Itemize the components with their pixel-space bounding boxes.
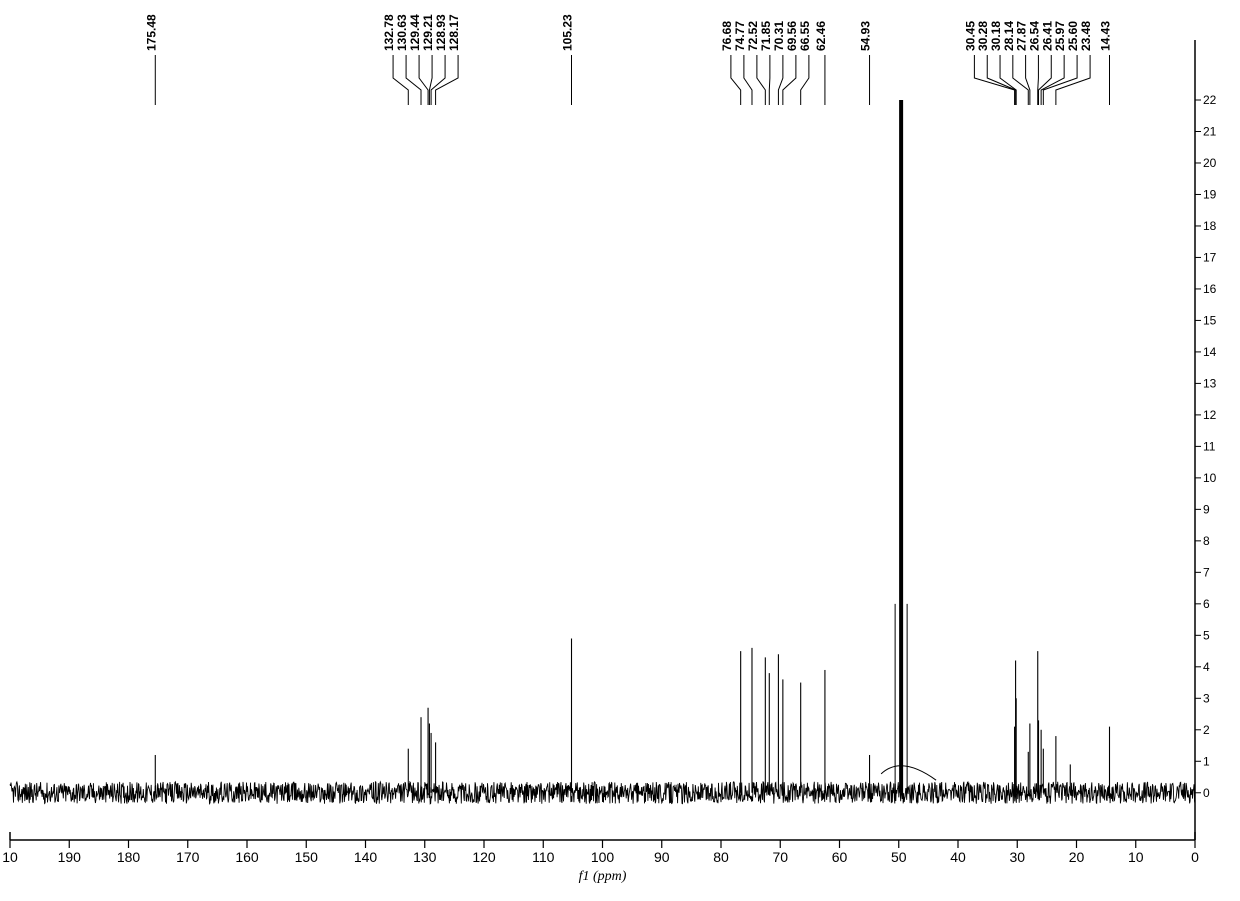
peak-connector xyxy=(769,55,770,105)
peak-label: 26.41 xyxy=(1040,21,1054,51)
y-tick-label: 15 xyxy=(1203,313,1217,327)
peak-label: 25.60 xyxy=(1066,21,1080,51)
peak-label: 128.17 xyxy=(447,14,461,51)
x-tick-label: 10 xyxy=(2,849,18,865)
peak-connector xyxy=(731,55,741,105)
x-tick-label: 130 xyxy=(413,849,437,865)
x-tick-label: 0 xyxy=(1191,849,1199,865)
y-tick-label: 8 xyxy=(1203,534,1210,548)
y-tick-label: 18 xyxy=(1203,219,1217,233)
x-tick-label: 170 xyxy=(176,849,200,865)
peak-connector xyxy=(757,55,765,105)
y-tick-label: 1 xyxy=(1203,754,1210,768)
x-tick-label: 60 xyxy=(832,849,848,865)
peak-connector xyxy=(974,55,1014,105)
baseline-noise xyxy=(10,782,1195,804)
y-tick-label: 6 xyxy=(1203,597,1210,611)
peak-connector xyxy=(1039,55,1052,105)
x-tick-label: 70 xyxy=(772,849,788,865)
y-tick-label: 22 xyxy=(1203,93,1217,107)
y-tick-label: 12 xyxy=(1203,408,1217,422)
x-tick-label: 80 xyxy=(713,849,729,865)
peak-connector xyxy=(778,55,782,105)
x-tick-label: 120 xyxy=(472,849,496,865)
x-tick-label: 190 xyxy=(58,849,82,865)
peak-label: 132.78 xyxy=(382,14,396,51)
peak-label: 71.85 xyxy=(759,21,773,51)
y-tick-label: 2 xyxy=(1203,723,1210,737)
y-tick-label: 20 xyxy=(1203,156,1217,170)
peak-label: 129.21 xyxy=(421,14,435,51)
peak-connector xyxy=(1026,55,1030,105)
x-tick-label: 180 xyxy=(117,849,141,865)
peak-label: 25.97 xyxy=(1053,21,1067,51)
peak-label: 74.77 xyxy=(733,21,747,51)
peak-connector xyxy=(1041,55,1064,105)
y-tick-label: 17 xyxy=(1203,250,1217,264)
peak-label: 128.93 xyxy=(434,14,448,51)
y-tick-label: 3 xyxy=(1203,691,1210,705)
peak-label: 14.43 xyxy=(1099,21,1113,51)
y-tick-label: 9 xyxy=(1203,502,1210,516)
x-tick-label: 20 xyxy=(1069,849,1085,865)
y-tick-label: 5 xyxy=(1203,628,1210,642)
peak-label: 76.68 xyxy=(720,21,734,51)
peak-label: 69.56 xyxy=(785,21,799,51)
x-axis-title: f1 (ppm) xyxy=(579,869,627,884)
y-tick-label: 0 xyxy=(1203,786,1210,800)
x-tick-label: 90 xyxy=(654,849,670,865)
peak-connector xyxy=(783,55,796,105)
peak-label: 70.31 xyxy=(772,21,786,51)
nmr-spectrum-chart: 1019018017016015014013012011010090807060… xyxy=(0,0,1240,901)
x-tick-label: 10 xyxy=(1128,849,1144,865)
y-tick-label: 19 xyxy=(1203,187,1217,201)
y-tick-label: 21 xyxy=(1203,124,1217,138)
x-tick-label: 160 xyxy=(235,849,259,865)
peak-connector xyxy=(801,55,809,105)
x-tick-label: 150 xyxy=(295,849,319,865)
y-tick-label: 4 xyxy=(1203,660,1210,674)
x-tick-label: 110 xyxy=(532,849,555,865)
peak-label: 23.48 xyxy=(1079,21,1093,51)
peak-label: 175.48 xyxy=(144,14,158,51)
peak-connector xyxy=(987,55,1015,105)
peak-label: 54.93 xyxy=(859,21,873,51)
y-tick-label: 11 xyxy=(1203,439,1216,453)
y-tick-label: 16 xyxy=(1203,282,1217,296)
peak-label: 72.52 xyxy=(746,21,760,51)
y-tick-label: 14 xyxy=(1203,345,1217,359)
y-tick-label: 7 xyxy=(1203,565,1210,579)
peak-connector xyxy=(431,55,445,105)
y-tick-label: 13 xyxy=(1203,376,1217,390)
x-tick-label: 140 xyxy=(354,849,378,865)
peak-connector xyxy=(419,55,428,105)
x-tick-label: 40 xyxy=(950,849,966,865)
peak-label: 62.46 xyxy=(814,21,828,51)
peak-label: 66.55 xyxy=(798,21,812,51)
peak-connector xyxy=(436,55,458,105)
peak-label: 105.23 xyxy=(561,14,575,51)
peak-label: 130.63 xyxy=(395,14,409,51)
x-tick-label: 100 xyxy=(591,849,615,865)
x-tick-label: 30 xyxy=(1009,849,1025,865)
peak-connector xyxy=(1000,55,1016,105)
x-tick-label: 50 xyxy=(891,849,907,865)
y-tick-label: 10 xyxy=(1203,471,1217,485)
peak-label: 129.44 xyxy=(408,14,422,51)
peak-connector xyxy=(744,55,752,105)
